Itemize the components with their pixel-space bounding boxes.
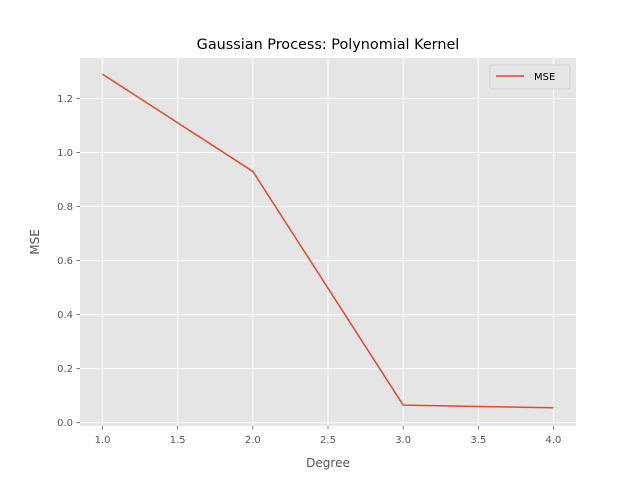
x-tick-label: 3.5 (470, 435, 486, 446)
x-tick-label: 4.0 (546, 435, 562, 446)
legend-box (489, 64, 571, 90)
legend-label-mse: MSE (534, 72, 555, 83)
x-tick-label: 3.0 (395, 435, 411, 446)
y-tick-label: 0.4 (57, 310, 73, 321)
y-tick-label: 0.0 (57, 418, 73, 429)
x-tick-label: 1.0 (95, 435, 111, 446)
x-tick-label: 1.5 (170, 435, 186, 446)
y-tick-label: 1.0 (57, 148, 73, 159)
y-tick-label: 0.8 (57, 202, 73, 213)
y-tick-label: 0.2 (57, 364, 73, 375)
x-tick-label: 2.0 (245, 435, 261, 446)
series-line-mse (102, 73, 554, 409)
chart-title: Gaussian Process: Polynomial Kernel (197, 37, 460, 53)
y-axis-title: MSE (28, 229, 42, 255)
y-tick-label: 1.2 (57, 94, 73, 105)
series-layer (102, 73, 554, 409)
x-tick-label: 2.5 (320, 435, 336, 446)
grid (80, 58, 576, 426)
y-tick-label: 0.6 (57, 256, 73, 267)
x-axis-title: Degree (306, 456, 350, 470)
legend: MSE (489, 64, 571, 90)
y-axis-ticks: 0.0 0.2 0.4 0.6 0.8 1.0 1.2 (57, 94, 80, 429)
x-axis-ticks: 1.0 1.5 2.0 2.5 3.0 3.5 4.0 (95, 426, 562, 446)
